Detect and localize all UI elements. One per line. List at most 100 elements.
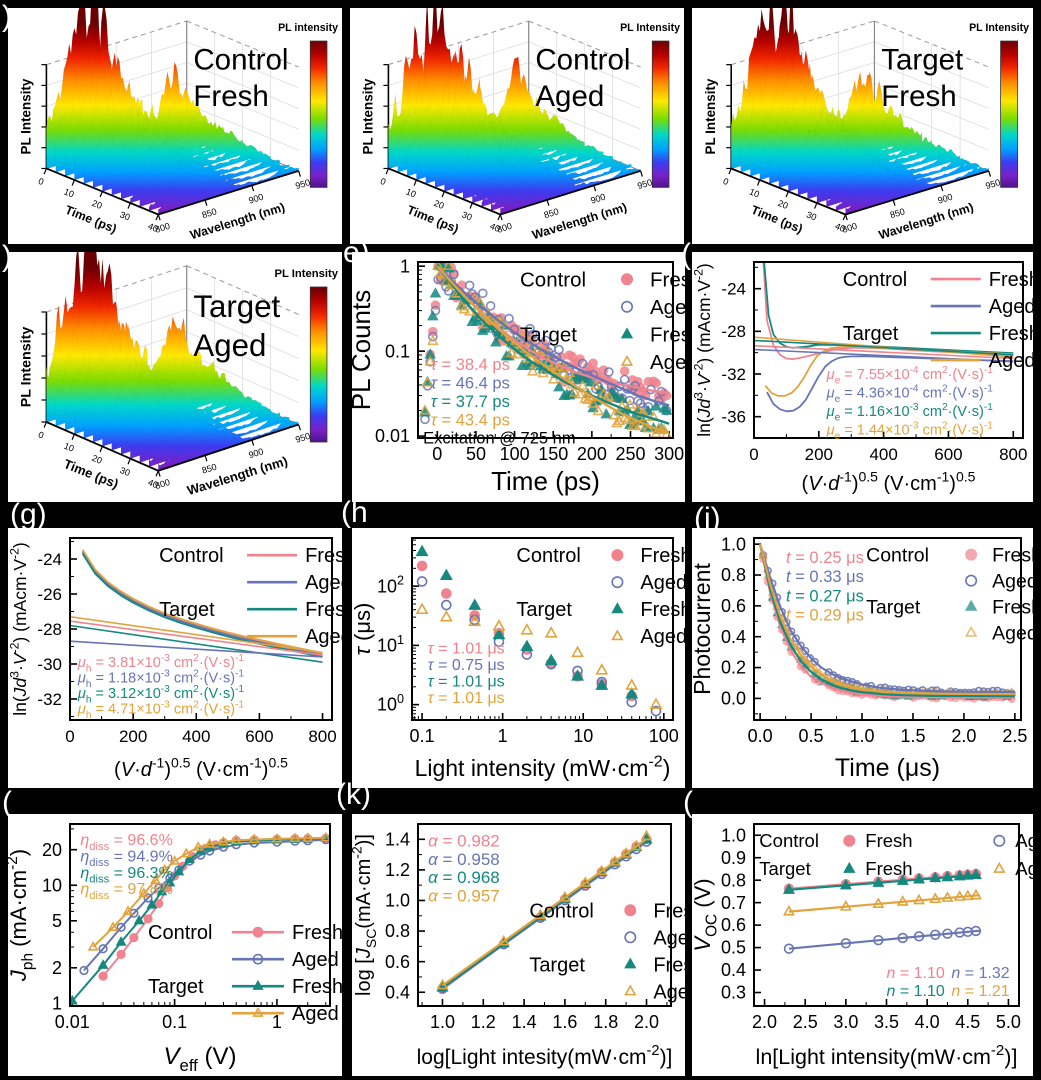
x-tick: 800 xyxy=(308,727,336,746)
axes-e: 0 50 100 150 200 250 300 1 0.1 0.01 Time (ps) PL Co… xyxy=(346,256,684,496)
legend-label: Fresh xyxy=(992,596,1033,618)
annotation: ηdiss = 96.6% xyxy=(80,832,172,853)
panel-jph-veff: 0.01 0.1 1 1 2 5 10 20 Veff (V) Jph (mA·cm-2) ηdis… xyxy=(4,814,343,1076)
time-tick: 0 xyxy=(722,176,730,187)
legend-label: Fresh xyxy=(865,858,912,879)
panel-label-k: (k) xyxy=(336,778,371,811)
y-tick: 0.6 xyxy=(721,915,746,935)
y-axis-label: Photocurrent xyxy=(692,563,715,695)
legend-label: Fresh xyxy=(640,599,685,621)
legend-label: Aged xyxy=(305,626,342,648)
y-tick: -28 xyxy=(37,620,62,639)
colorbar-label: PL Intensity xyxy=(274,268,338,280)
x-tick: 3.5 xyxy=(874,1012,899,1032)
axes-g: 0 200 400 600 800 -24 -26 -28 -30 -32 (V·d-1)0.5 (… xyxy=(8,541,337,781)
y-tick: 0.3 xyxy=(721,983,746,1003)
wavelength-tick: 950 xyxy=(984,177,1001,191)
legend-label: Fresh xyxy=(989,269,1033,291)
series-line-control_fresh xyxy=(759,543,1015,699)
colorbar-label: PL Intensity xyxy=(969,22,1029,34)
annotation: μh = 3.81×10-3 cm2·(V·s)-1 xyxy=(77,653,245,674)
annotation: n = 1.10 xyxy=(887,965,945,982)
series-line-target_aged xyxy=(759,543,1015,696)
legend-label: Aged xyxy=(653,927,685,949)
annotation: α = 0.958 xyxy=(428,850,500,869)
panel-voc-scaling: 2.0 2.5 3.0 3.5 4.0 4.5 5.0 0.3 0.4 0.5 0.6 0.7 0.8 0… xyxy=(690,814,1041,1076)
x-tick: 200 xyxy=(805,445,833,464)
panel-label-j: ( xyxy=(2,786,12,819)
annotation: μe = 1.44×10-3 cm2·(V·s)-1 xyxy=(826,421,994,442)
annotation: ηdiss = 96.3% xyxy=(80,865,172,886)
legend-title: Target xyxy=(520,323,577,346)
plot-frame xyxy=(417,823,672,1007)
legend-title: Target xyxy=(516,599,572,621)
x-tick: 1.6 xyxy=(552,1012,577,1032)
legend-label: Fresh xyxy=(305,545,342,567)
surface-ridges xyxy=(46,228,299,472)
y-axis-label: log [JSC(mA·cm-2)] xyxy=(352,834,379,996)
legend-title: Control xyxy=(159,545,223,567)
x-tick: 0 xyxy=(749,445,758,464)
time-tick: 40 xyxy=(834,221,847,234)
x-tick: 300 xyxy=(654,444,684,464)
surface-title: Control xyxy=(535,43,630,76)
y-tick: -26 xyxy=(37,585,62,604)
x-tick: 1 xyxy=(498,726,508,746)
panel-sclc-hole: 0 200 400 600 800 -24 -26 -28 -30 -32 (V·d-1)0.5 (… xyxy=(8,528,356,788)
time-tick: 30 xyxy=(805,210,818,223)
legend-label: Aged xyxy=(305,572,342,594)
x-tick: 2.5 xyxy=(1002,726,1027,746)
annotation: τ = 0.75 μs xyxy=(428,657,505,674)
series-line-target_fresh xyxy=(436,265,670,425)
x-tick: 1.8 xyxy=(593,1012,618,1032)
z-axis-label: PL Intensity xyxy=(360,78,375,154)
y-tick: 0.7 xyxy=(721,893,746,913)
panel-pl-decay: 0 50 100 150 200 250 300 1 0.1 0.01 Time (ps) PL Co… xyxy=(346,252,702,502)
y-axis-label: τ (μs) xyxy=(352,603,375,656)
series-line-control_aged xyxy=(70,640,323,658)
surface-title: Aged xyxy=(535,80,604,113)
y-tick: 0.9 xyxy=(721,848,746,868)
annotation: α = 0.982 xyxy=(428,832,500,851)
chart-k: 1.0 1.2 1.4 1.6 1.8 2.0 0.4 0.6 0.8 1.0 1.2 1.4 log[… xyxy=(349,823,704,1069)
legend-title: Target xyxy=(529,954,585,976)
y-tick: 101 xyxy=(377,633,404,656)
y-tick: 0.4 xyxy=(721,627,746,647)
series-group xyxy=(758,543,1017,704)
legend-label: Fresh xyxy=(305,599,342,621)
y-tick: 0.6 xyxy=(721,596,746,616)
annotation: τ = 1.01 μs xyxy=(428,673,505,690)
axes-l: 2.0 2.5 3.0 3.5 4.0 4.5 5.0 0.3 0.40.5 0.60.7 0.80… xyxy=(690,825,1021,1069)
z-axis-label: PL Intensity xyxy=(18,78,33,154)
surface-title: Target xyxy=(193,289,280,324)
time-tick: 40 xyxy=(488,221,501,234)
x-axis-label: Veff (V) xyxy=(163,1043,236,1075)
legend-label: Aged xyxy=(989,296,1033,318)
series-line-control_aged xyxy=(436,265,670,407)
time-tick: 30 xyxy=(460,210,473,223)
legend-title: Control xyxy=(759,830,819,851)
wavelength-tick: 800 xyxy=(154,477,171,491)
panel-tau-light-intensity: 0.1 1 10 100 100 101 102 Light intensity (mW·cm… xyxy=(350,528,692,788)
time-tick: 40 xyxy=(146,477,159,490)
y-tick: 0.8 xyxy=(721,565,746,585)
wavelength-axis-label: Wavelength (nm) xyxy=(188,200,286,242)
x-tick: 250 xyxy=(615,444,645,464)
plot-frame xyxy=(69,823,331,1007)
x-tick: 1 xyxy=(272,1012,282,1032)
panel-label-g: (g) xyxy=(10,498,47,531)
x-tick: 4.0 xyxy=(915,1012,940,1032)
panel-surface-target-fresh: PL Intensity 0 10 20 30 40 800 850 900 950 Time (p… xyxy=(692,0,1033,244)
series-line-target_fresh xyxy=(81,553,323,658)
colorbar: PL Intensity xyxy=(620,22,680,188)
time-tick: 40 xyxy=(146,221,159,234)
annotation: ηdiss = 97.8% xyxy=(80,881,172,902)
chart-f: 0 200 400 600 800 -24 -28 -32 -36 (V·d-1)0.5 (V·c… xyxy=(692,261,1040,495)
plot-frame xyxy=(417,261,674,439)
series-line-target_aged xyxy=(788,894,981,913)
x-tick: 0 xyxy=(432,444,442,464)
x-tick: 0 xyxy=(65,727,74,746)
y-axis-label: ln(Jd3·V-2) (mAcm·V-2) xyxy=(692,263,714,437)
